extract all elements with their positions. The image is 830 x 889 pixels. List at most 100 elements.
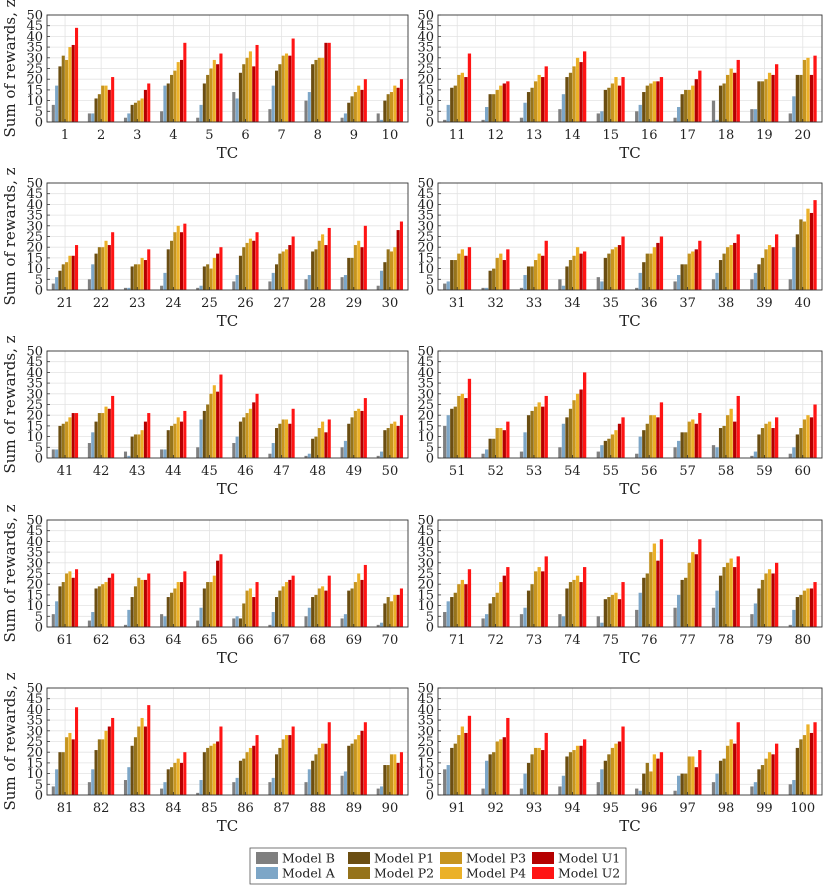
x-tick-label: 63 xyxy=(129,633,146,648)
bar xyxy=(97,586,101,627)
bar xyxy=(343,113,347,122)
bar xyxy=(327,227,331,290)
bar xyxy=(519,451,524,458)
bar xyxy=(104,730,108,795)
bar xyxy=(733,242,737,290)
x-tick-label: 19 xyxy=(756,128,773,143)
y-tick-label: 30 xyxy=(26,556,43,571)
x-tick-label: 95 xyxy=(603,801,620,816)
bar xyxy=(519,614,524,627)
plot-frame xyxy=(46,350,409,459)
bar xyxy=(314,594,318,627)
legend-label: Model U2 xyxy=(558,866,620,881)
bar xyxy=(71,577,75,627)
bar xyxy=(311,597,315,627)
bar xyxy=(809,74,814,122)
bar xyxy=(242,417,246,458)
x-tick-label: 13 xyxy=(526,128,543,143)
bar xyxy=(347,745,351,795)
bar xyxy=(813,200,817,290)
x-tick-label: 11 xyxy=(449,128,466,143)
bar xyxy=(183,223,187,290)
bar xyxy=(806,415,810,458)
y-tick-label: 30 xyxy=(26,219,43,234)
bar xyxy=(389,251,394,290)
bar xyxy=(687,89,691,122)
x-tick-label: 7 xyxy=(278,128,286,143)
bar xyxy=(795,597,800,627)
bar xyxy=(519,117,524,122)
bar xyxy=(104,240,108,290)
bar xyxy=(684,264,688,290)
bar xyxy=(492,597,496,627)
bar xyxy=(607,597,611,627)
y-tick-label: 35 xyxy=(417,714,434,729)
bar xyxy=(610,249,615,290)
bar xyxy=(196,447,200,458)
bar xyxy=(711,100,716,122)
y-tick-label: 10 xyxy=(417,430,434,445)
bar xyxy=(614,247,618,290)
bar xyxy=(383,100,387,122)
bar xyxy=(443,119,447,122)
bar xyxy=(123,287,128,290)
bar xyxy=(209,393,213,458)
legend-swatch xyxy=(348,852,370,864)
legend-swatch xyxy=(532,852,554,864)
x-tick-label: 73 xyxy=(526,633,543,648)
bar xyxy=(288,579,292,627)
bar xyxy=(216,741,220,795)
bar xyxy=(147,573,151,627)
y-tick-label: 30 xyxy=(417,556,434,571)
bar xyxy=(523,607,527,627)
bar xyxy=(183,571,187,627)
bar xyxy=(199,780,203,795)
bar xyxy=(383,765,387,795)
x-tick-label: 90 xyxy=(382,801,399,816)
bar xyxy=(684,432,688,458)
bar xyxy=(652,754,657,795)
bar xyxy=(317,428,321,458)
bar xyxy=(94,98,98,122)
bar xyxy=(698,539,702,627)
bar xyxy=(271,85,275,122)
y-axis-title: Sum of rewards, z xyxy=(1,335,19,473)
bar xyxy=(87,113,91,122)
legend-swatch xyxy=(532,867,554,879)
bar xyxy=(379,119,384,122)
bar xyxy=(97,94,101,122)
y-tick-label: 10 xyxy=(417,262,434,277)
bar xyxy=(645,85,649,122)
bar xyxy=(75,413,79,458)
bar xyxy=(199,607,203,627)
y-tick-label: 25 xyxy=(26,62,43,77)
y-tick-label: 15 xyxy=(417,251,434,266)
bar xyxy=(467,715,472,795)
bar xyxy=(568,408,573,458)
y-tick-label: 30 xyxy=(417,219,434,234)
bar xyxy=(502,737,506,795)
x-tick-label: 83 xyxy=(129,801,146,816)
bar xyxy=(464,77,468,122)
bar xyxy=(179,232,184,290)
bar xyxy=(327,722,331,795)
x-axis-title: TC xyxy=(619,144,640,162)
bar xyxy=(691,419,695,458)
bar xyxy=(307,92,311,122)
bar xyxy=(519,287,524,290)
bar xyxy=(726,745,730,795)
bar xyxy=(304,100,308,122)
bar xyxy=(499,428,503,458)
y-tick-label: 5 xyxy=(426,778,434,793)
y-tick-label: 30 xyxy=(26,724,43,739)
x-tick-label: 22 xyxy=(93,296,110,311)
plot-frame xyxy=(437,350,823,459)
bar xyxy=(314,754,318,795)
bar xyxy=(317,588,321,627)
bar xyxy=(537,74,541,122)
x-tick-label: 96 xyxy=(641,801,658,816)
bar xyxy=(160,449,164,458)
bar xyxy=(281,419,285,458)
y-tick-label: 0 xyxy=(35,621,43,636)
